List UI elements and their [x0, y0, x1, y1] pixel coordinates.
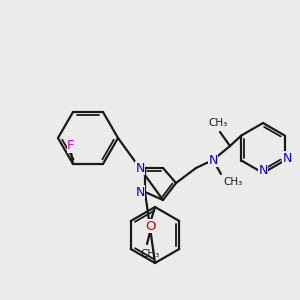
Text: O: O [145, 220, 155, 232]
Text: N: N [208, 154, 218, 166]
Text: N: N [135, 185, 145, 199]
Text: N: N [283, 152, 292, 165]
Text: CH₃: CH₃ [208, 118, 228, 128]
Text: N: N [135, 161, 145, 175]
Text: F: F [67, 140, 75, 152]
Text: CH₃: CH₃ [140, 249, 160, 259]
Text: CH₃: CH₃ [223, 177, 242, 187]
Text: N: N [258, 164, 268, 176]
